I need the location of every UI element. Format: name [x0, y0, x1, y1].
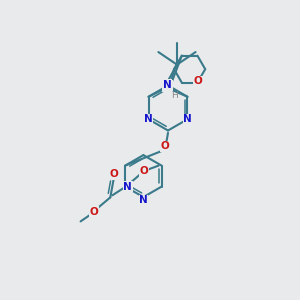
Text: H: H — [172, 91, 178, 100]
Text: N: N — [144, 114, 153, 124]
Text: N: N — [183, 114, 192, 124]
Text: O: O — [160, 141, 169, 151]
Text: N: N — [164, 80, 172, 91]
Text: O: O — [140, 166, 148, 176]
Text: N: N — [163, 80, 172, 90]
Text: N: N — [139, 195, 148, 205]
Text: O: O — [89, 207, 98, 217]
Text: N: N — [123, 182, 132, 192]
Text: O: O — [194, 76, 202, 86]
Text: N: N — [162, 81, 171, 91]
Text: O: O — [110, 169, 118, 179]
